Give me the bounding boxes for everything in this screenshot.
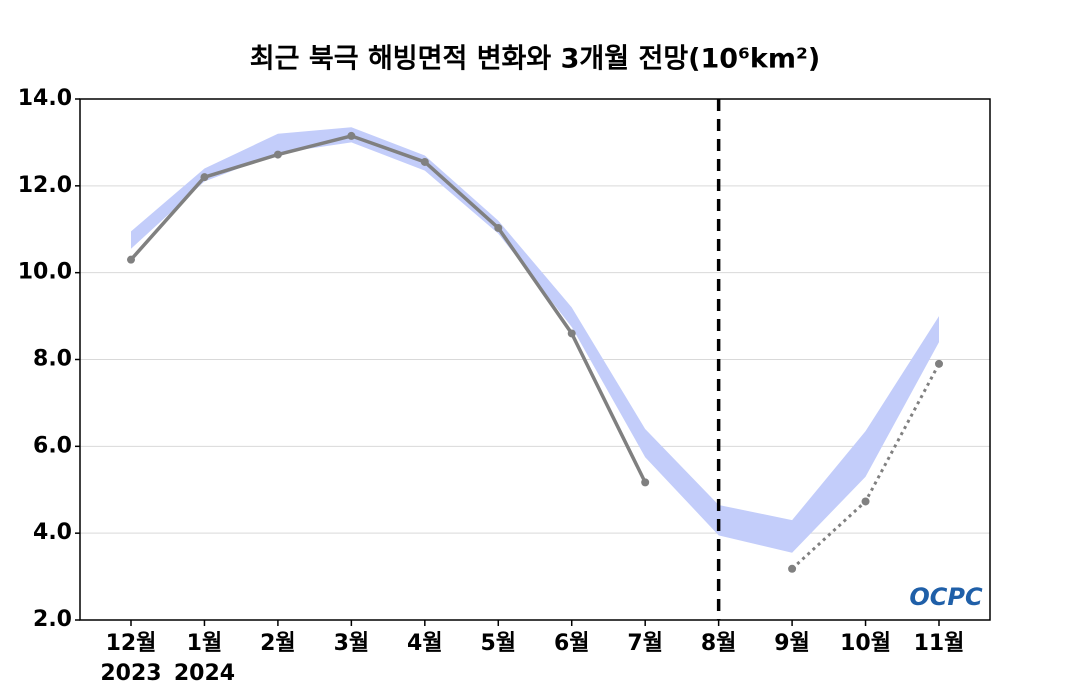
x-tick-label: 2월 bbox=[260, 631, 296, 656]
point bbox=[494, 223, 503, 232]
x-tick-label: 6월 bbox=[554, 631, 590, 656]
point bbox=[935, 359, 943, 368]
plot-frame bbox=[79, 98, 991, 621]
point bbox=[200, 173, 209, 182]
y-tick-label: 8.0 bbox=[33, 347, 72, 372]
x-sublabel: 2024 bbox=[174, 661, 235, 686]
range-band bbox=[131, 127, 939, 553]
point bbox=[420, 157, 429, 166]
x-tick-label: 4월 bbox=[407, 631, 443, 656]
point bbox=[861, 497, 870, 506]
y-tick-label: 12.0 bbox=[18, 173, 72, 198]
point bbox=[347, 131, 356, 140]
x-tick-label: 10월 bbox=[840, 631, 891, 656]
series-line bbox=[129, 134, 647, 484]
x-sublabel: 2023 bbox=[100, 661, 161, 686]
x-tick-label: 9월 bbox=[774, 631, 810, 656]
y-tick-label: 6.0 bbox=[33, 433, 72, 458]
x-tick-label: 3월 bbox=[334, 631, 370, 656]
x-tick-label: 5월 bbox=[480, 631, 516, 656]
point bbox=[788, 564, 797, 573]
point bbox=[273, 150, 282, 159]
x-tick-label: 8월 bbox=[701, 631, 737, 656]
point bbox=[127, 255, 135, 264]
y-tick-label: 14.0 bbox=[18, 86, 72, 111]
point bbox=[641, 478, 650, 487]
logo: OCPC bbox=[909, 583, 983, 611]
x-tick-label: 7월 bbox=[627, 631, 663, 656]
x-tick-label: 12월 bbox=[106, 631, 157, 656]
x-tick-label: 11월 bbox=[914, 631, 965, 656]
y-tick-label: 4.0 bbox=[33, 520, 72, 545]
y-tick-label: 10.0 bbox=[18, 260, 72, 285]
x-tick-label: 1월 bbox=[187, 631, 223, 656]
point bbox=[567, 329, 576, 338]
y-tick-label: 2.0 bbox=[33, 607, 72, 632]
chart-title: 최근 북극 해빙면적 변화와 3개월 전망(10⁶km²) bbox=[250, 44, 820, 75]
